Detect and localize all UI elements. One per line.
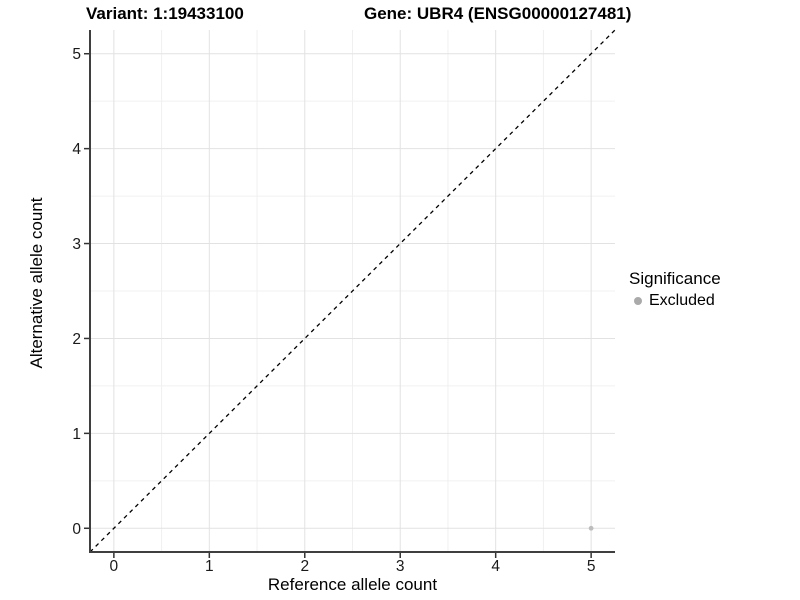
- x-tick-label: 0: [110, 558, 119, 575]
- x-axis-label: Reference allele count: [267, 575, 438, 594]
- x-tick-label: 2: [300, 558, 309, 575]
- x-tick-label: 5: [587, 558, 596, 575]
- x-tick-label: 4: [491, 558, 500, 575]
- legend-item-excluded: Excluded: [629, 292, 721, 310]
- legend: Significance Excluded: [629, 269, 721, 310]
- x-tick-label: 1: [205, 558, 214, 575]
- plot-title-gene: Gene: UBR4 (ENSG00000127481): [364, 4, 632, 23]
- y-tick-label: 3: [72, 236, 81, 253]
- y-tick-label: 5: [72, 46, 81, 63]
- y-tick-label: 0: [72, 521, 81, 538]
- identity-reference-line: [89, 29, 616, 553]
- y-tick-label: 1: [72, 426, 81, 443]
- legend-title: Significance: [629, 269, 721, 288]
- y-tick-label: 4: [72, 141, 81, 158]
- y-tick-label: 2: [72, 331, 81, 348]
- y-axis-label: Alternative allele count: [27, 197, 46, 369]
- plot-title-variant: Variant: 1:19433100: [86, 4, 244, 23]
- legend-item-label: Excluded: [649, 292, 715, 309]
- legend-key-dot-icon: [629, 293, 646, 310]
- x-tick-label: 3: [396, 558, 405, 575]
- data-point: [588, 525, 594, 531]
